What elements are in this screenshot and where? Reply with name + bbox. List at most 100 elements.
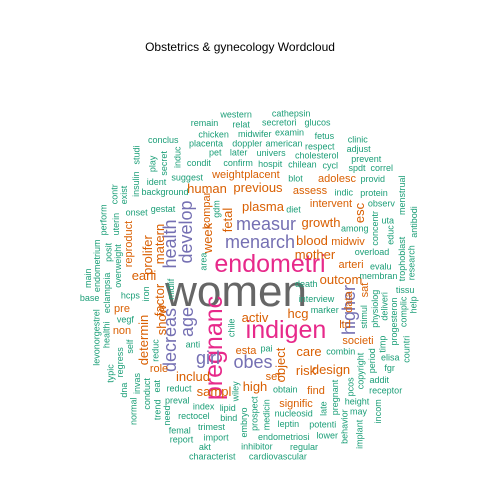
word-lipid: lipid xyxy=(220,403,236,413)
word-measur: measur xyxy=(236,214,296,234)
word-import: import xyxy=(204,433,230,443)
word-pcos: pcos xyxy=(345,377,355,397)
word-midwifer: midwifer xyxy=(238,129,272,139)
word-secret: secret xyxy=(159,151,169,176)
word-countri: countri xyxy=(401,336,411,363)
word-placent: placent xyxy=(244,169,279,181)
word-endometriosi: endometriosi xyxy=(258,432,310,442)
word-combin: combin xyxy=(326,346,355,356)
word-pet: pet xyxy=(209,148,222,158)
word-trophoblast: trophoblast xyxy=(397,236,407,281)
word-placenta: placenta xyxy=(189,139,223,149)
word-iron: iron xyxy=(141,286,151,301)
word-set: set xyxy=(266,371,281,383)
word-suggest: suggest xyxy=(171,172,203,182)
word-akt: akt xyxy=(199,442,212,452)
word-levonorgestrel: levonorgestrel xyxy=(92,309,102,366)
word-insulin: insulin xyxy=(131,171,141,197)
word-prospect: prospect xyxy=(250,396,260,431)
word-studi: studi xyxy=(132,145,142,164)
word-lower: lower xyxy=(316,431,338,441)
word-doppler: doppler xyxy=(232,139,262,149)
word-pai: pai xyxy=(260,343,272,353)
word-conduct: conduct xyxy=(142,378,152,410)
word-regress: regress xyxy=(115,347,125,378)
word-non: non xyxy=(113,325,131,337)
word-complic: complic xyxy=(399,296,409,327)
word-chilean: chilean xyxy=(288,160,317,170)
word-chile: chile xyxy=(227,319,237,338)
word-cycl: cycl xyxy=(323,160,339,170)
word-endometri: endometri xyxy=(214,250,325,278)
word-concentr: concentr xyxy=(370,211,380,246)
word-induc: induc xyxy=(173,146,183,168)
word-adolesc: adolesc xyxy=(318,173,356,185)
word-onset: onset xyxy=(126,208,149,218)
word-background: background xyxy=(141,187,188,197)
word-research: research xyxy=(407,245,417,280)
word-univers: univers xyxy=(257,148,287,158)
word-esta: esta xyxy=(236,345,258,357)
word-observ: observ xyxy=(368,199,396,209)
word-blot: blot xyxy=(288,173,303,183)
word-glucos: glucos xyxy=(304,118,331,128)
word-includ: includ xyxy=(176,369,210,384)
word-reduc: reduc xyxy=(151,339,161,362)
word-midwiv: midwiv xyxy=(331,236,365,248)
word-perform: perform xyxy=(98,204,108,235)
word-normal: normal xyxy=(129,397,139,425)
word-eclampsia: eclampsia xyxy=(102,273,112,314)
word-self: self xyxy=(125,339,135,354)
word-death: death xyxy=(295,279,318,289)
word-earli: earli xyxy=(132,268,157,283)
word-arteri: arteri xyxy=(338,259,363,271)
word-membran: membran xyxy=(359,271,397,281)
word-fgr: fgr xyxy=(384,363,395,373)
word-object: object xyxy=(273,347,288,382)
word-relat: relat xyxy=(232,119,250,129)
word-factor: factor xyxy=(152,283,167,316)
word-spdt: spdt xyxy=(348,163,366,173)
word-characterist: characterist xyxy=(189,451,236,461)
word-medicin: medicin xyxy=(262,399,272,430)
word-preval: preval xyxy=(165,396,190,406)
word-fetus: fetus xyxy=(315,131,335,141)
word-provid: provid xyxy=(360,174,385,184)
word-growth: growth xyxy=(301,215,340,230)
word-stimul: stimul xyxy=(359,305,369,329)
word-invas: invas xyxy=(132,372,142,394)
word-eat: eat xyxy=(152,379,162,392)
word-conclus: conclus xyxy=(148,135,179,145)
word-determin: determin xyxy=(136,315,151,366)
word-signific: signific xyxy=(279,398,313,410)
word-esc: esc xyxy=(352,202,367,223)
word-higher: higher xyxy=(339,285,359,335)
word-inhibitor: inhibitor xyxy=(241,442,273,452)
word-societi: societi xyxy=(342,335,373,347)
word-copyright: copyright xyxy=(355,352,365,389)
word-need: need xyxy=(162,405,172,425)
word-role: role xyxy=(150,363,168,375)
word-prevent: prevent xyxy=(351,154,382,164)
word-physiolog: physiolog xyxy=(370,290,380,328)
word-outcom: outcom xyxy=(320,272,363,287)
word-american: american xyxy=(265,139,302,149)
word-find: find xyxy=(307,385,325,397)
word-period: period xyxy=(367,348,377,373)
word-gestat: gestat xyxy=(151,204,176,214)
word-timp: timp xyxy=(378,336,388,353)
word-nucleosid: nucleosid xyxy=(275,409,313,419)
word-main: main xyxy=(83,268,93,288)
word-protein: protein xyxy=(360,188,388,198)
word-interview: interview xyxy=(299,294,335,304)
word-typic: typic xyxy=(105,364,115,383)
word-contr: contr xyxy=(109,184,119,204)
word-gdm: gdm xyxy=(212,200,222,218)
word-indic: indic xyxy=(335,188,354,198)
word-compar: compar xyxy=(201,191,213,228)
word-chicken: chicken xyxy=(198,129,229,139)
word-sat: sat xyxy=(359,283,371,298)
word-late: late xyxy=(319,401,329,416)
word-hcg: hcg xyxy=(288,306,309,321)
word-intervent: intervent xyxy=(310,198,352,210)
